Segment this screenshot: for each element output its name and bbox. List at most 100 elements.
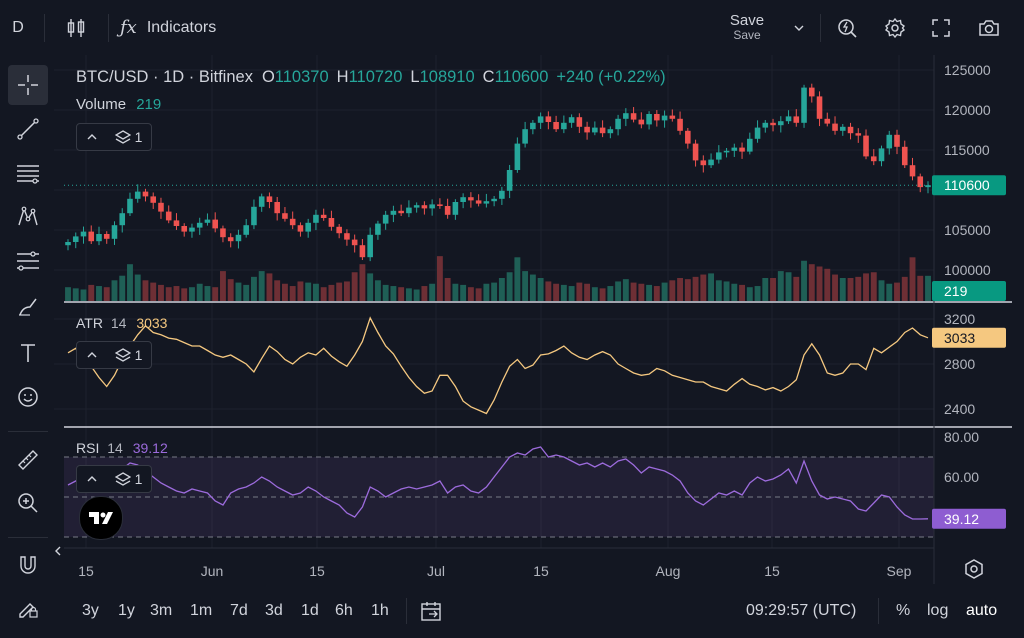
volume-bar (165, 287, 172, 301)
measure-tool[interactable] (8, 440, 48, 480)
range-3d[interactable]: 3d (265, 602, 283, 619)
clock-timezone[interactable]: 09:29:57 (UTC) (746, 602, 857, 619)
volume-bar (212, 287, 219, 301)
emoji-tool[interactable] (8, 377, 48, 417)
candle-body (421, 205, 428, 209)
volume-bar (584, 283, 591, 301)
settings-button[interactable] (880, 0, 910, 55)
candle-body (530, 122, 536, 130)
volume-bar (677, 278, 684, 301)
range-3m[interactable]: 3m (150, 602, 173, 619)
percent-toggle[interactable]: % (896, 602, 911, 619)
magnet-icon (20, 556, 36, 574)
candle-body (212, 219, 218, 229)
volume-bar (917, 275, 924, 301)
volume-bar (72, 288, 79, 301)
atr-legend: ATR 14 3033 (76, 315, 167, 331)
tradingview-logo[interactable] (79, 496, 123, 540)
save-dropdown[interactable] (788, 0, 810, 55)
range-3y[interactable]: 3y (82, 602, 99, 619)
goto-date-button[interactable] (420, 584, 444, 638)
auto-toggle[interactable]: auto (966, 602, 998, 619)
symbol-title[interactable]: BTC/USD · 1D · Bitfinex (76, 67, 253, 86)
zoom-tool[interactable] (8, 483, 48, 523)
candle-body (731, 147, 738, 151)
candle-body (499, 190, 505, 199)
volume-bar (320, 287, 327, 301)
atr-pane-collapse[interactable]: 1 (76, 341, 152, 369)
volume-bar (553, 283, 560, 301)
range-1y[interactable]: 1y (118, 602, 135, 619)
grid-lines (54, 55, 934, 548)
quick-search-button[interactable] (832, 0, 862, 55)
atr-label[interactable]: ATR (76, 315, 103, 331)
candle-style-button[interactable] (56, 0, 96, 55)
gear-icon (884, 17, 906, 38)
fib-tool[interactable] (8, 153, 48, 193)
pattern-icon (18, 206, 38, 226)
interval-button[interactable]: D (12, 18, 24, 36)
toolbar-divider (108, 14, 109, 42)
volume-bar (708, 273, 715, 301)
candle-body (863, 135, 869, 157)
price-pane-collapse[interactable]: 1 (76, 123, 152, 151)
fullscreen-button[interactable] (926, 0, 956, 55)
candle-body (894, 134, 900, 147)
axes: 125000 120000 115000 110000 105000 100000 3200… (64, 55, 1012, 584)
scroll-left-button[interactable] (54, 545, 64, 557)
range-1d[interactable]: 1d (301, 602, 319, 619)
range-6h[interactable]: 6h (335, 602, 353, 619)
pattern-tool[interactable] (8, 197, 48, 237)
screenshot-button[interactable] (974, 0, 1004, 55)
candle-body (747, 138, 753, 152)
projection-tool[interactable] (8, 241, 48, 281)
lock-drawings-tool[interactable] (8, 589, 48, 629)
trend-line-tool[interactable] (8, 109, 48, 149)
candle-body (282, 213, 288, 219)
rsi-band (64, 457, 934, 537)
candle-body (638, 119, 645, 125)
pencil-lock-icon (19, 603, 38, 618)
volume-bar (436, 256, 443, 301)
range-1h[interactable]: 1h (371, 602, 389, 619)
axis-settings-button[interactable] (960, 555, 988, 583)
chevron-down-icon (794, 25, 804, 31)
candle-body (142, 191, 149, 197)
toolbar-divider (8, 431, 48, 432)
rsi-legend: RSI 14 39.12 (76, 440, 168, 456)
volume-bar (204, 286, 211, 301)
save-button[interactable]: Save Save (720, 0, 774, 55)
save-label: Save (729, 11, 765, 29)
text-tool[interactable] (8, 333, 48, 373)
crosshair-tool[interactable] (8, 65, 48, 105)
close-label: C (482, 67, 495, 86)
rsi-pane-collapse[interactable]: 1 (76, 465, 152, 493)
brush-tool[interactable] (8, 287, 48, 327)
time-tick-label: Jul (427, 563, 445, 579)
candle-body (839, 126, 846, 131)
volume-bar (684, 279, 691, 301)
indicators-button[interactable]: ƒx Indicators (120, 0, 240, 55)
candle-body (173, 220, 180, 226)
rsi-line (67, 446, 929, 520)
log-toggle[interactable]: log (927, 602, 949, 619)
candle-body (925, 185, 931, 188)
high-label: H (336, 67, 349, 86)
volume-bar (568, 286, 575, 301)
calendar-icon (421, 602, 441, 621)
volume-bar (638, 283, 645, 301)
candle-body (413, 205, 420, 208)
volume-bar (777, 271, 784, 301)
volume-bar (258, 271, 265, 301)
range-7d[interactable]: 7d (230, 602, 248, 619)
rsi-pane (64, 446, 934, 538)
rsi-label[interactable]: RSI (76, 440, 100, 456)
range-1m[interactable]: 1m (190, 602, 213, 619)
atr-value: 3033 (136, 315, 168, 331)
price-tick-label: 120000 (944, 102, 991, 118)
magnet-tool[interactable] (8, 545, 48, 585)
volume-bar (746, 287, 753, 301)
volume-bar (289, 286, 296, 301)
candles-icon (67, 18, 85, 37)
